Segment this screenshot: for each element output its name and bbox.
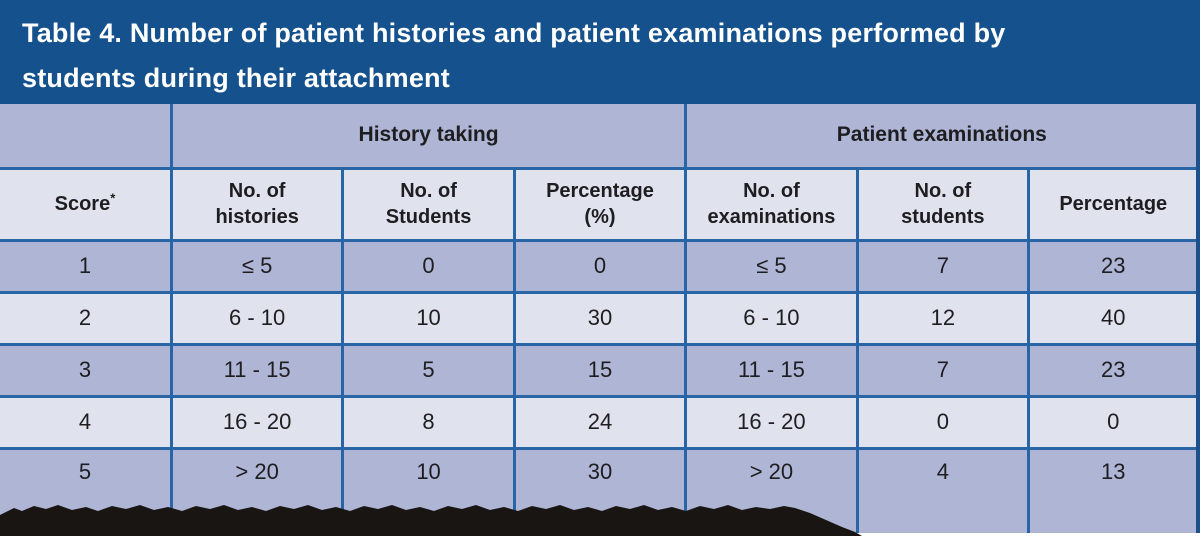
cell-no-histories: ≤ 5 [169, 238, 345, 294]
cell-no-students-exam: 7 [855, 342, 1031, 398]
cell-no-examinations: > 20 [684, 446, 859, 533]
cell-percentage-hist: 0 [512, 238, 688, 294]
cell-no-students-hist: 8 [341, 394, 516, 450]
column-header-percentage-exam: Percentage [1027, 166, 1200, 242]
cell-percentage-hist: 15 [512, 342, 688, 398]
cell-no-students-hist: 10 [341, 446, 516, 533]
table-row: 2 6 - 10 10 30 6 - 10 12 40 [0, 290, 1200, 346]
cell-score: 5 [0, 446, 173, 533]
cell-no-histories: 6 - 10 [169, 290, 345, 346]
cell-percentage-exam: 23 [1027, 238, 1200, 294]
cell-no-students-hist: 10 [341, 290, 516, 346]
cell-no-histories: 16 - 20 [169, 394, 345, 450]
column-header-no-of-students-history: No. of Students [341, 166, 516, 242]
group-header-spacer [0, 104, 173, 170]
cell-no-students-hist: 5 [341, 342, 516, 398]
cell-percentage-hist: 24 [512, 394, 688, 450]
cell-percentage-exam: 23 [1027, 342, 1200, 398]
cell-no-examinations: 6 - 10 [684, 290, 859, 346]
footnote-marker: * [110, 190, 116, 206]
cell-percentage-hist: 30 [512, 446, 688, 533]
group-header-row: History taking Patient examinations [0, 104, 1200, 170]
column-header-no-of-students-exam: No. of students [855, 166, 1031, 242]
data-table: History taking Patient examinations Scor… [0, 104, 1200, 533]
score-label: Score [54, 193, 111, 215]
table-title: Table 4. Number of patient histories and… [0, 0, 1200, 104]
cell-percentage-exam: 40 [1027, 290, 1200, 346]
cell-no-examinations: ≤ 5 [684, 238, 859, 294]
cell-no-students-exam: 4 [855, 446, 1031, 533]
cell-no-histories: 11 - 15 [169, 342, 345, 398]
cell-no-examinations: 16 - 20 [684, 394, 859, 450]
cell-no-students-exam: 7 [855, 238, 1031, 294]
table-row: 1 ≤ 5 0 0 ≤ 5 7 23 [0, 238, 1200, 294]
cell-no-histories: > 20 [169, 446, 345, 533]
cell-no-students-hist: 0 [341, 238, 516, 294]
column-header-no-of-examinations: No. of examinations [684, 166, 859, 242]
cell-score: 1 [0, 238, 173, 294]
column-header-percentage-history: Percentage (%) [512, 166, 688, 242]
table-row: 5 > 20 10 30 > 20 4 13 [0, 446, 1200, 533]
table-row: 4 16 - 20 8 24 16 - 20 0 0 [0, 394, 1200, 450]
cell-no-students-exam: 0 [855, 394, 1031, 450]
group-header-patient-examinations: Patient examinations [684, 104, 1200, 170]
cell-no-students-exam: 12 [855, 290, 1031, 346]
column-header-no-of-histories: No. of histories [169, 166, 345, 242]
cell-no-examinations: 11 - 15 [684, 342, 859, 398]
cell-percentage-exam: 0 [1027, 394, 1200, 450]
column-header-row: Score* No. of histories No. of Students … [0, 166, 1200, 242]
cell-percentage-hist: 30 [512, 290, 688, 346]
cell-score: 2 [0, 290, 173, 346]
cell-score: 4 [0, 394, 173, 450]
column-header-score: Score* [0, 166, 173, 242]
table-row: 3 11 - 15 5 15 11 - 15 7 23 [0, 342, 1200, 398]
group-header-history-taking: History taking [169, 104, 688, 170]
cell-score: 3 [0, 342, 173, 398]
cell-percentage-exam: 13 [1027, 446, 1200, 533]
